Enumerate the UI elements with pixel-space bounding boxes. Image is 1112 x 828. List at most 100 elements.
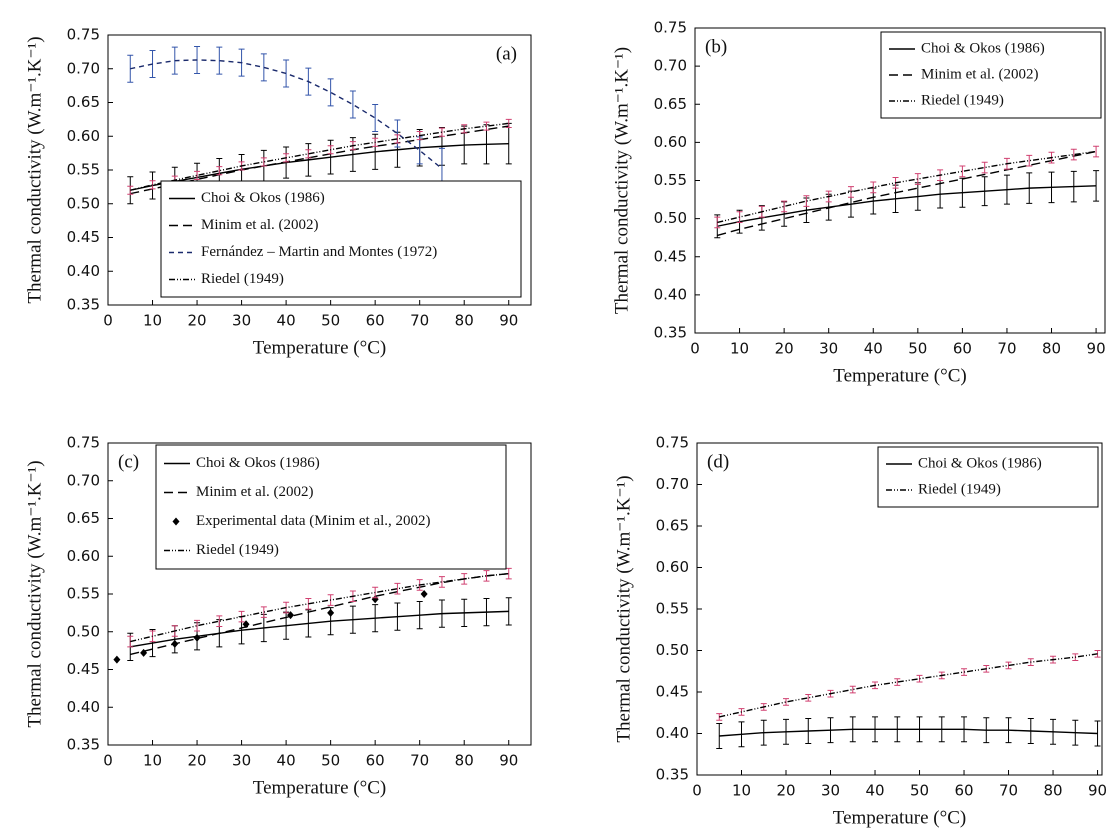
y-tick-label: 0.35	[654, 324, 687, 342]
y-tick-label: 0.55	[656, 600, 689, 618]
error-bar	[305, 149, 312, 159]
error-bar	[483, 121, 490, 131]
y-tick-label: 0.65	[67, 509, 100, 527]
x-tick-label: 70	[410, 312, 429, 330]
y-tick-label: 0.40	[67, 262, 100, 280]
panel-label: (d)	[707, 451, 729, 472]
error-bar	[127, 185, 134, 195]
y-axis-label: Thermal conductivity (W.m⁻¹.K⁻¹)	[611, 47, 632, 314]
x-tick-label: 30	[232, 752, 251, 770]
series-line	[130, 125, 509, 195]
error-bar	[505, 118, 512, 128]
y-tick-label: 0.75	[654, 19, 687, 37]
error-bar	[1026, 154, 1033, 167]
data-point	[140, 648, 148, 657]
legend-label: Riedel (1949)	[196, 542, 279, 558]
x-tick-label: 10	[143, 752, 162, 770]
error-bar	[216, 615, 223, 627]
y-tick-label: 0.45	[67, 660, 100, 678]
legend-label: Choi & Okos (1986)	[196, 455, 320, 471]
x-axis-label: Temperature (°C)	[253, 777, 386, 798]
legend-label: Minim et al. (2002)	[196, 484, 313, 500]
series-line	[130, 572, 509, 643]
error-bar	[505, 567, 512, 580]
x-tick-label: 80	[455, 752, 474, 770]
y-tick-label: 0.60	[656, 558, 689, 576]
y-tick-label: 0.40	[656, 724, 689, 742]
data-point	[420, 590, 428, 598]
panel-label: (b)	[705, 36, 727, 57]
error-bar	[260, 53, 267, 82]
x-tick-label: 50	[321, 312, 340, 330]
error-bar	[781, 200, 788, 213]
x-tick-label: 60	[954, 782, 973, 800]
error-bar	[1070, 148, 1077, 161]
x-axis-label: Temperature (°C)	[253, 337, 386, 358]
error-bar	[438, 576, 445, 588]
error-bar	[961, 668, 968, 676]
legend-box	[880, 31, 1102, 119]
error-bar	[216, 166, 223, 176]
x-tick-label: 20	[775, 340, 794, 358]
y-tick-label: 0.55	[654, 171, 687, 189]
y-tick-label: 0.35	[67, 736, 100, 754]
legend-label: Minim et al. (2002)	[921, 66, 1038, 82]
x-tick-label: 40	[865, 782, 884, 800]
series-line	[130, 142, 509, 191]
error-bar	[1005, 661, 1012, 670]
x-tick-label: 70	[410, 752, 429, 770]
y-tick-label: 0.70	[67, 59, 100, 77]
x-tick-label: 0	[692, 782, 702, 800]
x-tick-label: 90	[1087, 340, 1106, 358]
legend-label: Choi & Okos (1986)	[918, 455, 1042, 471]
x-tick-label: 0	[103, 312, 113, 330]
y-tick-label: 0.65	[656, 517, 689, 535]
x-tick-label: 50	[321, 752, 340, 770]
legend-label: Riedel (1949)	[921, 92, 1004, 108]
legend-label: Fernández – Martin and Montes (1972)	[201, 244, 437, 260]
panel-label: (c)	[118, 451, 139, 472]
error-bar	[260, 606, 267, 618]
error-bar	[216, 46, 223, 75]
legend-box	[877, 446, 1099, 508]
y-tick-label: 0.35	[67, 296, 100, 314]
legend-marker	[172, 517, 180, 526]
y-tick-label: 0.50	[67, 194, 100, 212]
error-bar	[438, 127, 445, 137]
x-tick-label: 40	[277, 752, 296, 770]
x-tick-label: 20	[188, 752, 207, 770]
series-line	[719, 653, 1098, 718]
y-tick-label: 0.75	[67, 434, 100, 452]
x-axis-label: Temperature (°C)	[833, 365, 966, 386]
y-tick-label: 0.55	[67, 585, 100, 603]
x-tick-label: 30	[821, 782, 840, 800]
x-tick-label: 10	[730, 340, 749, 358]
x-tick-label: 40	[864, 340, 883, 358]
y-tick-label: 0.50	[67, 622, 100, 640]
error-bar	[505, 597, 512, 626]
series-line	[130, 122, 509, 191]
x-tick-label: 50	[908, 340, 927, 358]
series-line	[719, 728, 1098, 737]
y-tick-label: 0.50	[654, 209, 687, 227]
panel-label: (a)	[496, 43, 517, 64]
x-tick-label: 90	[1088, 782, 1107, 800]
error-bar	[1094, 650, 1101, 658]
y-tick-label: 0.65	[67, 93, 100, 111]
error-bar	[283, 59, 290, 88]
error-bar	[805, 693, 812, 702]
x-tick-label: 20	[188, 312, 207, 330]
y-tick-label: 0.70	[656, 475, 689, 493]
x-tick-label: 0	[690, 340, 700, 358]
error-bar	[349, 90, 356, 119]
error-bar	[127, 54, 134, 83]
error-bar	[416, 136, 423, 165]
error-bar	[894, 678, 901, 686]
y-tick-label: 0.75	[67, 26, 100, 44]
y-tick-label: 0.50	[656, 641, 689, 659]
x-tick-label: 30	[232, 312, 251, 330]
legend-label: Choi & Okos (1986)	[201, 190, 325, 206]
series-line	[130, 610, 509, 648]
x-tick-label: 70	[997, 340, 1016, 358]
